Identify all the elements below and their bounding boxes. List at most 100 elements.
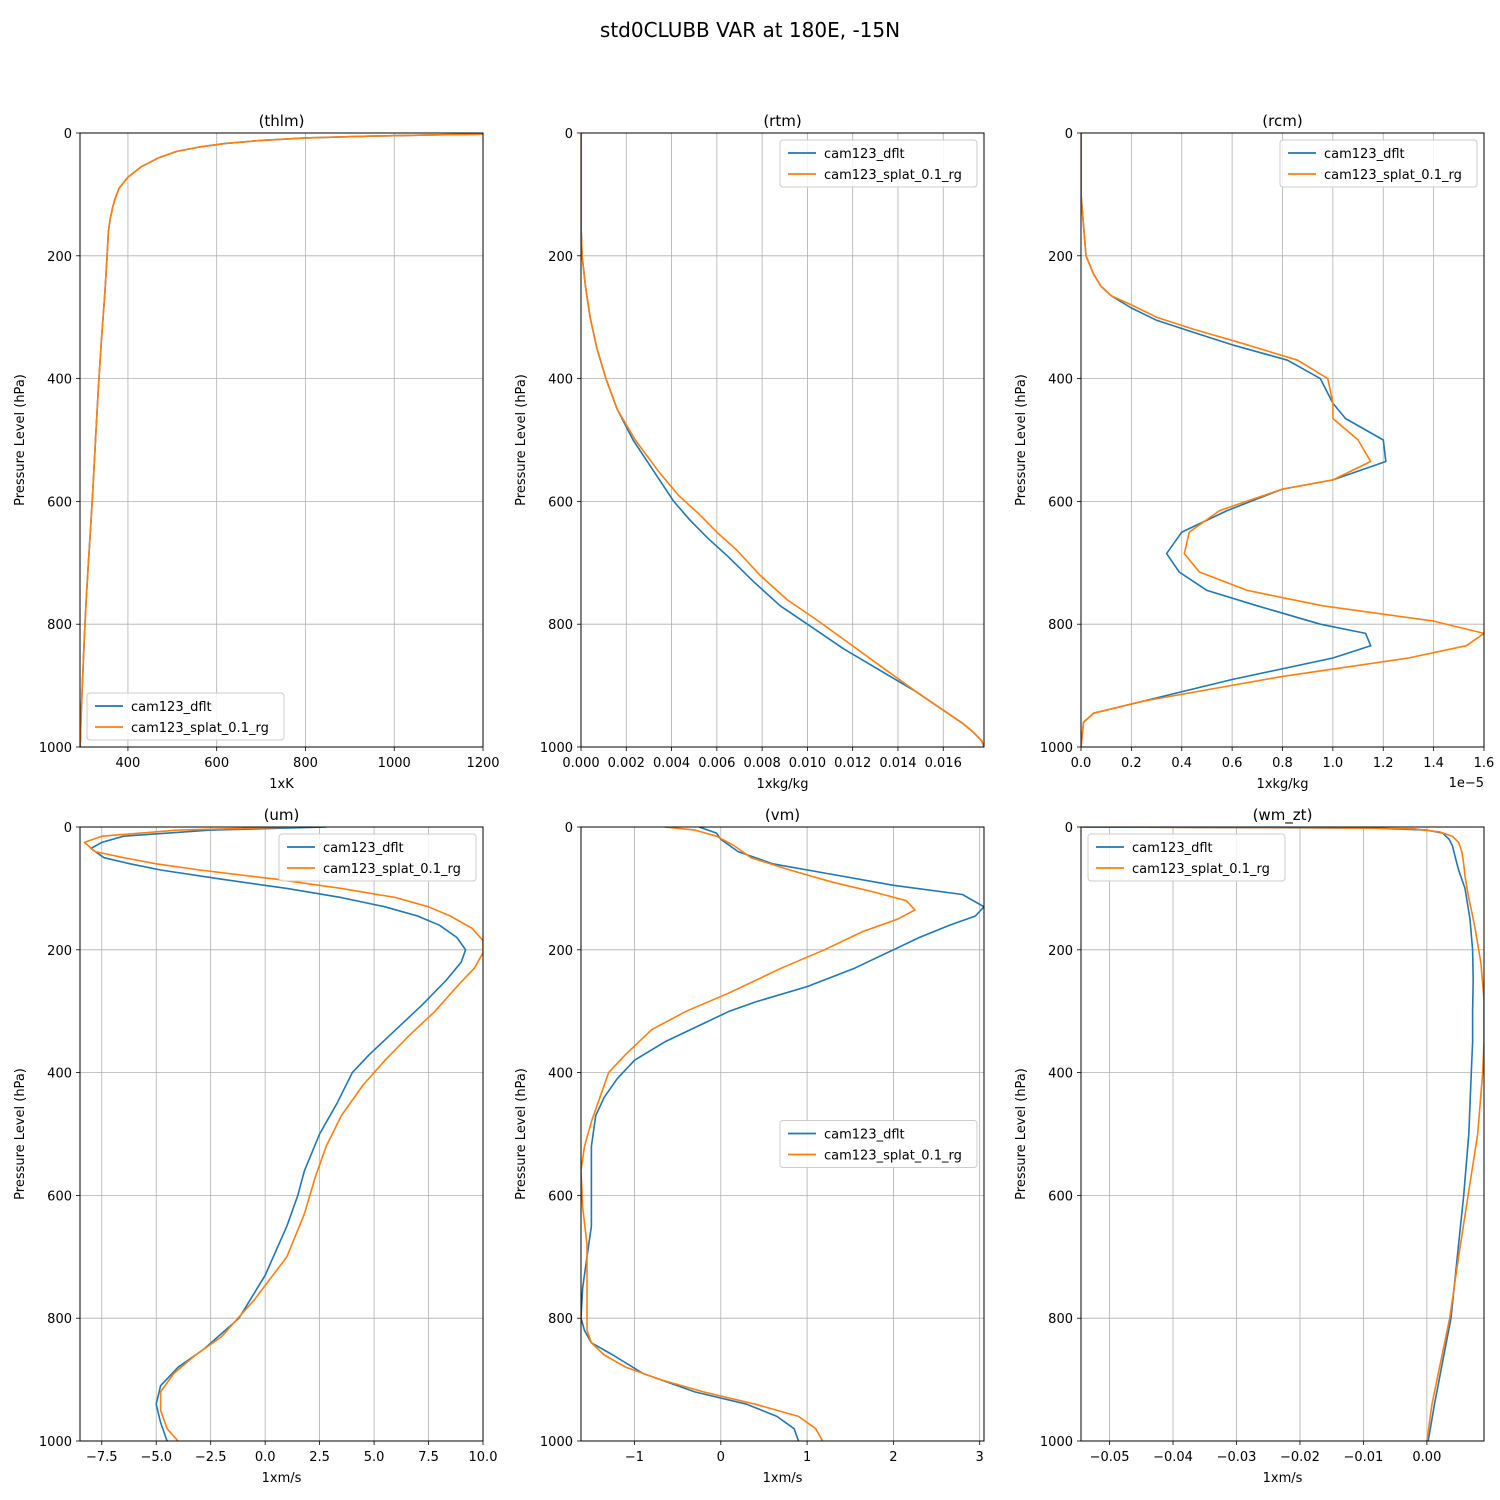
legend-box <box>779 1120 978 1168</box>
x-tick-label: 0.0 <box>1071 756 1092 771</box>
series-line-cam123_dflt <box>90 827 467 1441</box>
legend-box <box>86 692 285 741</box>
x-tick-label: −0.02 <box>1280 1450 1320 1465</box>
y-tick-label: 600 <box>548 495 573 510</box>
y-axis-label: Pressure Level (hPa) <box>13 1068 28 1200</box>
subplot-wm_zt: −0.05 −0.04 −0.03 −0.02 −0.01 0.00 0 200 400 600 8… <box>1014 806 1485 1486</box>
subplot-title: (rtm) <box>763 112 801 130</box>
y-tick-label: 200 <box>1048 250 1073 265</box>
x-tick-label: 10.0 <box>469 1450 498 1465</box>
subplot-title: (um) <box>264 806 300 824</box>
x-tick-label: 0.002 <box>608 756 645 771</box>
x-offset-label: 1e−5 <box>1449 776 1484 791</box>
x-tick-label: 600 <box>204 756 229 771</box>
x-axis-label: 1xm/s <box>262 1471 302 1486</box>
series-line-cam123_splat_0.1_rg <box>80 133 483 747</box>
y-tick-label: 0 <box>1065 821 1073 836</box>
legend-label: cam123_splat_0.1_rg <box>323 862 461 877</box>
x-tick-label: 1200 <box>466 756 499 771</box>
x-axis-label: 1xK <box>269 777 294 792</box>
x-tick-label: 400 <box>116 756 141 771</box>
x-tick-label: 0 <box>717 1450 725 1465</box>
y-tick-label: 600 <box>548 1189 573 1204</box>
legend-label: cam123_dflt <box>323 841 404 856</box>
x-tick-label: 0.00 <box>1412 1450 1441 1465</box>
subplot-vm: −1 0 1 2 3 0 200 400 600 800 1000 (vm) 1xm/s Pressure… <box>514 806 985 1486</box>
y-tick-label: 600 <box>1048 1189 1073 1204</box>
legend-label: cam123_dflt <box>824 147 905 162</box>
x-tick-label: 0.008 <box>744 756 781 771</box>
y-tick-label: 0 <box>565 821 573 836</box>
series-line-cam123_splat_0.1_rg <box>83 827 483 1441</box>
x-tick-label: 0.6 <box>1222 756 1243 771</box>
legend-box <box>1279 139 1478 188</box>
x-tick-label: −0.04 <box>1153 1450 1193 1465</box>
y-tick-label: 800 <box>1048 618 1073 633</box>
x-tick-label: −0.01 <box>1343 1450 1383 1465</box>
x-tick-label: 0.004 <box>653 756 690 771</box>
x-tick-label: 1.0 <box>1323 756 1344 771</box>
legend-label: cam123_splat_0.1_rg <box>824 168 962 183</box>
subplot-title: (wm_zt) <box>1253 806 1313 825</box>
x-tick-label: 1000 <box>378 756 411 771</box>
y-tick-label: 1000 <box>1040 741 1073 756</box>
subplot-um: −7.5 −5.0 −2.5 0.0 2.5 5.0 7.5 10.0 0 200 400 600 80… <box>13 806 497 1486</box>
x-tick-label: 0.012 <box>834 756 871 771</box>
y-tick-label: 1000 <box>1040 1435 1073 1450</box>
series-line-cam123_dflt <box>80 133 483 747</box>
x-tick-label: 1 <box>803 1450 811 1465</box>
x-tick-label: 0.000 <box>562 756 599 771</box>
y-tick-label: 0 <box>565 127 573 142</box>
x-axis-label: 1xkg/kg <box>757 777 809 792</box>
x-tick-label: 0.010 <box>789 756 826 771</box>
y-tick-label: 1000 <box>39 1435 72 1450</box>
legend-label: cam123_dflt <box>131 700 212 715</box>
x-tick-label: 800 <box>293 756 318 771</box>
y-tick-label: 600 <box>47 495 72 510</box>
y-axis-label: Pressure Level (hPa) <box>514 1068 529 1200</box>
y-tick-label: 800 <box>548 618 573 633</box>
x-tick-label: 0.2 <box>1121 756 1142 771</box>
y-tick-label: 1000 <box>39 741 72 756</box>
x-tick-label: 0.016 <box>925 756 962 771</box>
legend-label: cam123_splat_0.1_rg <box>824 1149 962 1164</box>
x-tick-label: −1 <box>625 1450 644 1465</box>
series-line-cam123_splat_0.1_rg <box>1081 133 1484 747</box>
x-tick-label: −5.0 <box>140 1450 172 1465</box>
legend-box <box>779 139 978 188</box>
y-tick-label: 200 <box>47 944 72 959</box>
y-tick-label: 200 <box>47 250 72 265</box>
series-line-cam123_dflt <box>581 827 984 1441</box>
y-tick-label: 200 <box>548 250 573 265</box>
x-tick-label: 1.4 <box>1423 756 1444 771</box>
x-tick-label: 0.8 <box>1272 756 1293 771</box>
subplot-rtm: 0.000 0.002 0.004 0.006 0.008 0.010 0.012 0.014… <box>514 112 985 792</box>
y-tick-label: 400 <box>1048 1067 1073 1082</box>
legend: cam123_dflt cam123_splat_0.1_rg <box>278 833 477 882</box>
x-tick-label: 0.4 <box>1171 756 1192 771</box>
x-tick-label: 1.6 <box>1474 756 1495 771</box>
x-tick-label: 0.014 <box>879 756 916 771</box>
legend: cam123_dflt cam123_splat_0.1_rg <box>1279 139 1478 188</box>
y-tick-label: 800 <box>47 1312 72 1327</box>
legend-label: cam123_dflt <box>1132 841 1213 856</box>
y-axis-label: Pressure Level (hPa) <box>13 374 28 506</box>
y-tick-label: 600 <box>47 1189 72 1204</box>
y-axis-label: Pressure Level (hPa) <box>1014 374 1029 506</box>
series-line-cam123_dflt <box>1081 133 1387 747</box>
legend-label: cam123_splat_0.1_rg <box>1324 168 1462 183</box>
legend-box <box>278 833 477 882</box>
y-tick-label: 200 <box>548 944 573 959</box>
legend-label: cam123_splat_0.1_rg <box>1132 862 1270 877</box>
y-tick-label: 0 <box>1065 127 1073 142</box>
subplot-title: (vm) <box>765 806 800 824</box>
y-axis-label: Pressure Level (hPa) <box>514 374 529 506</box>
x-tick-label: 2.5 <box>309 1450 330 1465</box>
subplot-title: (rcm) <box>1262 112 1302 130</box>
y-tick-label: 400 <box>548 373 573 388</box>
x-tick-label: −7.5 <box>86 1450 118 1465</box>
x-tick-label: 3 <box>976 1450 984 1465</box>
series-line-cam123_splat_0.1_rg <box>581 133 984 747</box>
x-axis-label: 1xkg/kg <box>1257 777 1309 792</box>
subplot-thlm: 400 600 800 1000 1200 0 200 400 600 800 1000 (thlm)… <box>13 112 500 792</box>
